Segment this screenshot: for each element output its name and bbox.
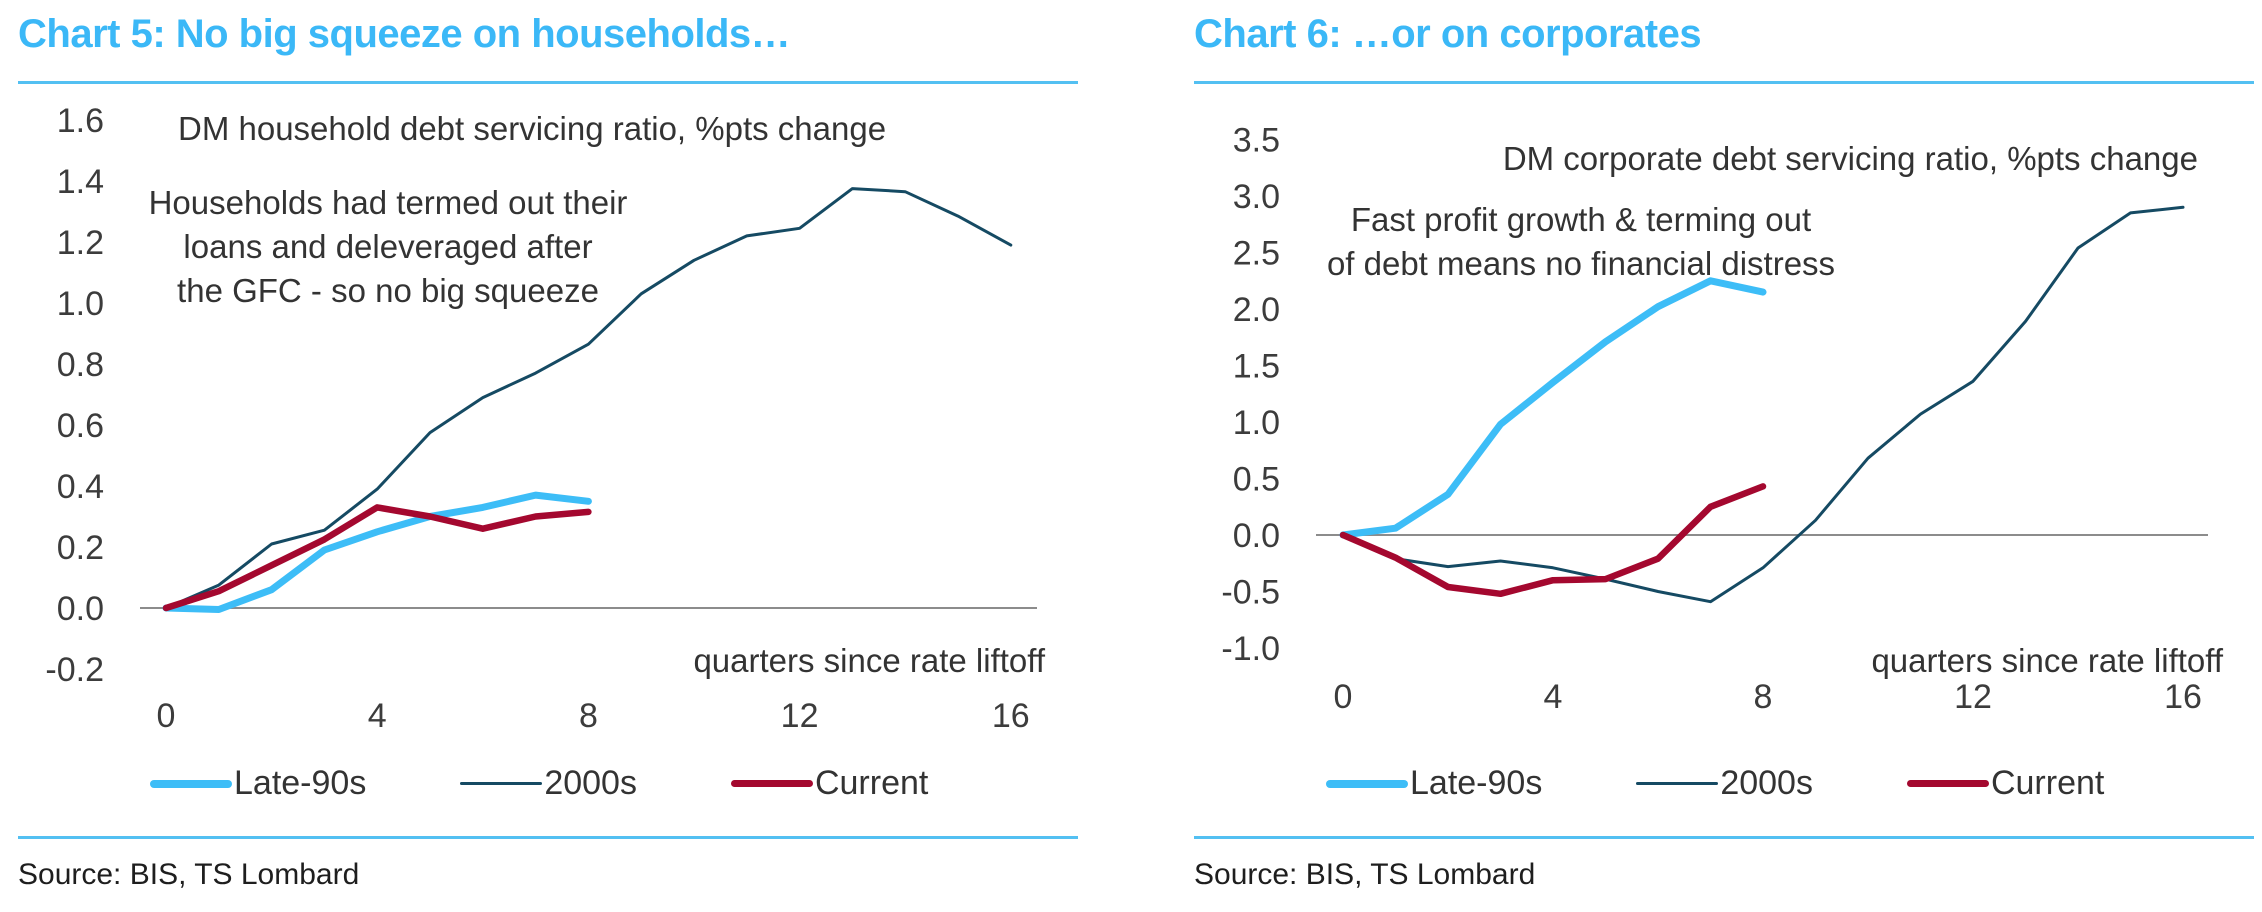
legend-item-2000s: 2000s	[1636, 764, 1813, 803]
chart-panel-households: Chart 5: No big squeeze on households… -…	[0, 0, 1100, 912]
chart-panel-corporates: Chart 6: …or on corporates -1.0 -0.5 0.0 0.…	[1176, 0, 2262, 912]
chart-annotation: of debt means no financial distress	[1327, 245, 1835, 282]
y-tick-label: 2.0	[1233, 291, 1280, 329]
series-line-late90s	[162, 491, 592, 613]
x-tick-label: 4	[368, 697, 387, 735]
title-divider	[1194, 81, 2254, 84]
legend-item-2000s: 2000s	[460, 764, 637, 803]
legend-label: 2000s	[544, 764, 637, 802]
x-axis-label: quarters since rate liftoff	[693, 642, 1045, 679]
x-tick-label: 0	[157, 697, 176, 735]
chart-title: Chart 5: No big squeeze on households…	[18, 12, 791, 56]
chart-subtitle: DM household debt servicing ratio, %pts …	[178, 110, 886, 147]
legend-swatch-2000s	[460, 782, 543, 785]
y-tick-label: 2.5	[1233, 235, 1280, 273]
series-line-current	[1339, 483, 1767, 598]
y-tick-label: 1.0	[1233, 404, 1280, 442]
y-tick-label: -1.0	[1221, 630, 1280, 668]
line-chart-households: -0.2 0.0 0.2 0.4 0.6 0.8 1.0 1.2 1.4 1.6 0 4 8 12 16 qu…	[45, 102, 1045, 735]
legend-swatch-current	[730, 780, 813, 787]
source-divider	[1194, 836, 2254, 839]
y-tick-label: 3.5	[1233, 122, 1280, 160]
x-axis-label: quarters since rate liftoff	[1871, 642, 2223, 679]
series-line-current	[162, 504, 592, 612]
y-tick-label: 1.4	[57, 163, 104, 201]
source-note: Source: BIS, TS Lombard	[1194, 858, 1536, 891]
x-tick-label: 4	[1544, 678, 1563, 716]
y-tick-label: 0.8	[57, 346, 104, 384]
legend-swatch-current	[1906, 780, 1989, 787]
x-tick-label: 16	[992, 697, 1030, 735]
legend-item-late90s: Late-90s	[1326, 764, 1542, 803]
y-tick-label: 0.0	[1233, 517, 1280, 555]
chart-title: Chart 6: …or on corporates	[1194, 12, 1702, 56]
legend-label: Late-90s	[234, 764, 367, 802]
y-tick-label: 0.5	[1233, 461, 1280, 499]
legend-label: Current	[1990, 764, 2105, 802]
series-line-late90s	[1339, 277, 1767, 539]
legend-item-late90s: Late-90s	[150, 764, 366, 803]
x-tick-label: 16	[2164, 678, 2202, 716]
y-tick-label: 1.6	[57, 102, 104, 140]
y-tick-label: -0.5	[1221, 574, 1280, 612]
legend-label: Late-90s	[1410, 764, 1543, 802]
line-chart-corporates: -1.0 -0.5 0.0 0.5 1.0 1.5 2.0 2.5 3.0 3.5 0 4 8 12 16q…	[1221, 122, 2223, 717]
x-tick-label: 12	[781, 697, 819, 735]
legend-item-current: Current	[1906, 764, 2105, 803]
chart-annotation: the GFC - so no big squeeze	[177, 272, 599, 309]
y-tick-label: 0.4	[57, 468, 104, 506]
x-tick-label: 8	[1754, 678, 1773, 716]
chart-annotation: loans and deleveraged after	[183, 228, 592, 265]
title-divider	[18, 81, 1078, 84]
legend: Late-90s 2000s Current	[1326, 764, 2104, 803]
chart-annotation: Fast profit growth & terming out	[1351, 201, 1811, 238]
chart-annotation: Households had termed out their	[149, 184, 628, 221]
legend-item-current: Current	[730, 764, 929, 803]
x-tick-label: 8	[579, 697, 598, 735]
chart-subtitle: DM corporate debt servicing ratio, %pts …	[1503, 140, 2198, 177]
source-note: Source: BIS, TS Lombard	[18, 858, 360, 891]
legend-swatch-late90s	[150, 779, 232, 788]
x-tick-label: 0	[1334, 678, 1353, 716]
legend-label: 2000s	[1720, 764, 1813, 802]
legend-swatch-late90s	[1326, 779, 1408, 788]
y-tick-label: 0.2	[57, 529, 104, 567]
y-tick-label: 1.2	[57, 224, 104, 262]
legend-swatch-2000s	[1636, 782, 1719, 785]
y-tick-label: 0.0	[57, 590, 104, 628]
legend: Late-90s 2000s Current	[150, 764, 928, 803]
y-tick-label: 1.5	[1233, 348, 1280, 386]
source-divider	[18, 836, 1078, 839]
y-tick-label: -0.2	[45, 651, 104, 689]
y-tick-label: 0.6	[57, 407, 104, 445]
x-tick-label: 12	[1954, 678, 1992, 716]
y-tick-label: 3.0	[1233, 178, 1280, 216]
legend-label: Current	[814, 764, 929, 802]
y-tick-label: 1.0	[57, 285, 104, 323]
